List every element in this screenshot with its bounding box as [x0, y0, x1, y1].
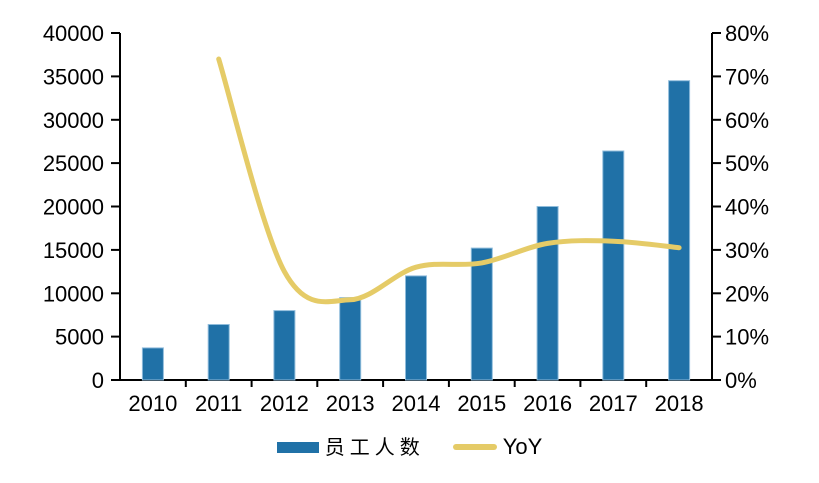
legend-bars-label: 员工人数: [324, 435, 425, 459]
x-axis-label: 2012: [260, 391, 309, 416]
y-axis-right-label: 80%: [725, 21, 769, 46]
x-axis-label: 2013: [326, 391, 375, 416]
y-axis-right-label: 20%: [725, 281, 769, 306]
x-axis-label: 2010: [128, 391, 177, 416]
legend-bar-swatch: [276, 441, 319, 453]
y-axis-left-label: 30000: [43, 108, 104, 133]
legend-line-swatch: [452, 444, 497, 450]
y-axis-left-label: 20000: [43, 195, 104, 220]
y-axis-left-label: 0: [92, 368, 104, 393]
y-axis-left-label: 5000: [55, 325, 104, 350]
x-axis-label: 2011: [195, 391, 242, 416]
bar-2015: [470, 247, 493, 381]
y-axis-right-label: 0%: [725, 368, 757, 393]
x-axis-label: 2014: [392, 391, 441, 416]
y-axis-left-label: 40000: [43, 21, 104, 46]
bar-2013: [339, 297, 362, 381]
bar-2018: [668, 80, 691, 381]
y-axis-right-label: 40%: [725, 195, 769, 220]
y-axis-right-label: 70%: [725, 64, 769, 89]
y-axis-right-label: 10%: [725, 325, 769, 350]
x-axis-label: 2016: [523, 391, 572, 416]
y-axis-right-label: 60%: [725, 108, 769, 133]
bar-2014: [405, 275, 427, 381]
bar-2017: [602, 150, 625, 381]
y-axis-right-label: 30%: [725, 238, 769, 263]
bar-2011: [207, 324, 230, 381]
legend: 员工人数 YoY: [0, 434, 819, 460]
bar-2012: [273, 310, 296, 381]
y-axis-left-label: 35000: [43, 64, 104, 89]
legend-yoy-label: YoY: [502, 434, 543, 459]
y-axis-left-label: 15000: [43, 238, 104, 263]
y-axis-right-label: 50%: [725, 151, 769, 176]
yoy-line: [216, 56, 682, 305]
bar-2016: [536, 206, 559, 381]
y-axis-left-label: 10000: [43, 281, 104, 306]
x-axis-label: 2018: [655, 391, 704, 416]
y-axis-left-label: 25000: [43, 151, 104, 176]
bar-2010: [141, 347, 164, 381]
x-axis-label: 2015: [457, 391, 506, 416]
x-axis-label: 2017: [589, 391, 638, 416]
